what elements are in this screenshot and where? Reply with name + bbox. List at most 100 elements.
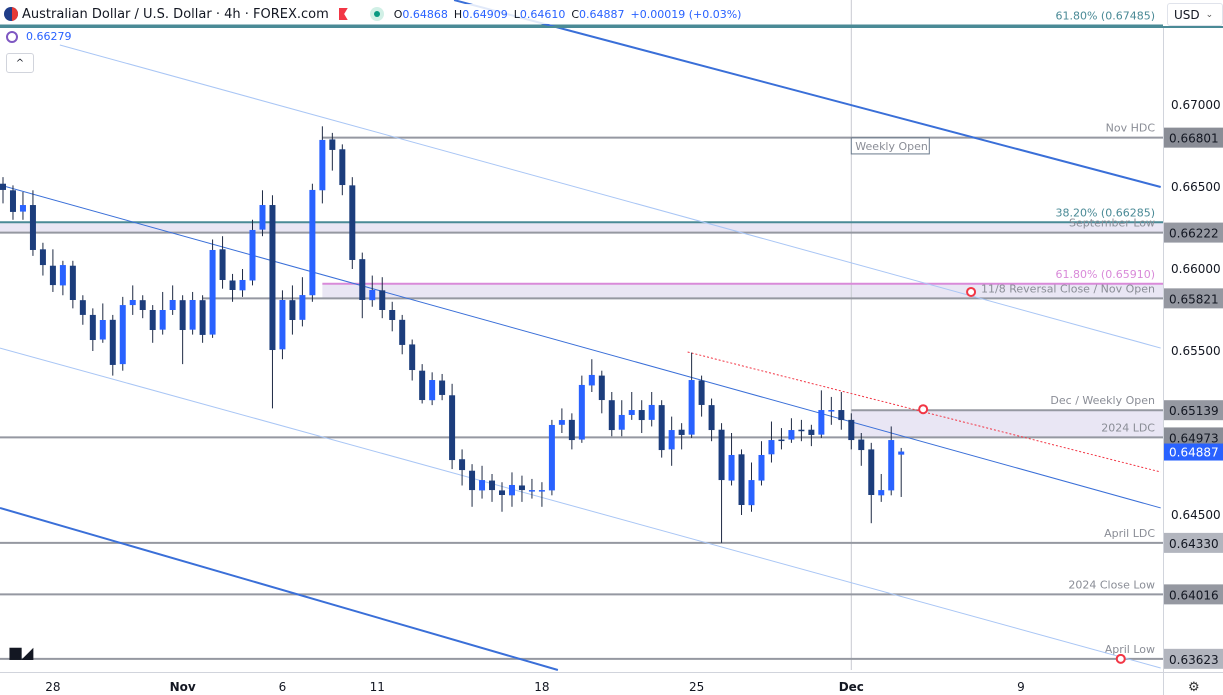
candle-body [678,429,685,435]
flag-marker-icon[interactable] [338,8,348,20]
price-tick: 0.64500 [1171,508,1221,522]
candle-body [19,205,26,212]
candle-body [578,384,585,440]
candle-body [878,490,885,496]
candle-body [538,490,545,492]
tradingview-logo[interactable]: ■​◢ [8,643,33,662]
candle-body [89,314,96,341]
last-price-label: 0.64887 [1169,446,1219,460]
candle-body [149,310,156,331]
candle-body [638,410,645,421]
alert-marker-icon [966,286,977,297]
candle-body [608,400,615,431]
ohlc-open: O0.64868 [393,7,448,21]
candle-body [199,300,206,335]
candle-body [9,190,16,212]
candle-body [898,451,905,455]
ohlc-high: H0.64909 [453,7,508,21]
candle-body [279,299,286,350]
settings-gear-icon[interactable]: ⚙ [1188,680,1200,695]
candle-body [229,280,236,290]
level-label: 38.20% (0.66285) [1055,206,1155,219]
candle-body [489,480,496,491]
candle-body [548,424,555,491]
symbol-title[interactable]: Australian Dollar / U.S. Dollar · 4h · F… [22,6,329,22]
price-tick: 0.67000 [1171,98,1221,112]
candle-body [469,470,476,491]
candle-body [39,249,46,266]
indicator-legend[interactable]: 0.66279 [6,30,72,43]
level-label: April Low [1105,643,1155,656]
candle-body [99,320,106,340]
symbol-header: Australian Dollar / U.S. Dollar · 4h · F… [4,4,742,24]
currency-selector[interactable]: USD ⌄ [1167,3,1223,26]
time-tick: 18 [534,680,549,694]
candle-body [459,459,466,471]
last-price-tag [1164,443,1223,461]
candle-body [758,454,765,481]
candle-body [479,480,486,491]
candle-body [309,189,316,296]
price-tag-label: 0.66222 [1169,227,1219,241]
candle-body [798,429,805,432]
price-zone [0,222,1163,233]
candle-body [618,414,625,430]
chevron-down-icon: ⌄ [1205,9,1214,20]
price-tag [1164,532,1223,553]
candle-body [778,439,785,442]
candle-body [159,310,166,330]
candle-body [499,490,505,495]
candle-body [79,300,86,315]
candle-body [528,490,535,492]
collapse-legend-button[interactable]: ^ [6,53,34,73]
candle-body [449,395,456,461]
currency-flag-icon [4,7,18,21]
candle-body [838,410,845,421]
candle-body [379,290,386,310]
candle-body [259,205,266,230]
trendline [59,44,1161,349]
price-tag-label: 0.64016 [1169,588,1219,602]
price-tag [1164,222,1223,243]
candle-body [29,205,36,250]
candle-body [868,449,875,495]
price-tag-label: 0.65821 [1169,292,1219,306]
candle-body [508,484,515,496]
candle-body [558,420,565,425]
weekly-open-annotation: Weekly Open [855,140,928,153]
candle-body [788,430,795,440]
candle-body [628,410,635,415]
candle-body [109,319,116,365]
price-tag [1164,584,1223,605]
candle-body [329,139,336,150]
candle-body [818,410,825,435]
candle-body [718,429,725,481]
candle-body [708,405,715,431]
level-label: 11/8 Reversal Close / Nov Open [981,282,1155,295]
candle-body [848,419,855,441]
price-zone [322,283,1163,299]
price-tag-label: 0.63623 [1169,653,1219,667]
candle-body [728,454,735,481]
weekly-open-annotation-box [850,137,930,155]
time-tick: 28 [45,680,60,694]
price-tag [1164,427,1223,448]
price-tag [1164,127,1223,148]
candle-body [419,370,426,401]
candle-body [888,440,895,491]
candle-body [399,319,406,345]
candle-body [768,440,775,455]
candle-body [129,299,136,306]
trendline [453,0,1161,188]
candle-body [429,380,436,401]
candle-body [828,410,835,412]
alert-marker-icon [1115,653,1126,664]
candle-body [289,300,296,321]
time-tick: 6 [279,680,287,694]
ohlc-close: C0.64887 [571,7,625,21]
price-tick: 0.66500 [1171,180,1221,194]
candle-body [698,380,705,405]
candle-body [179,300,186,331]
candle-body [688,380,695,435]
